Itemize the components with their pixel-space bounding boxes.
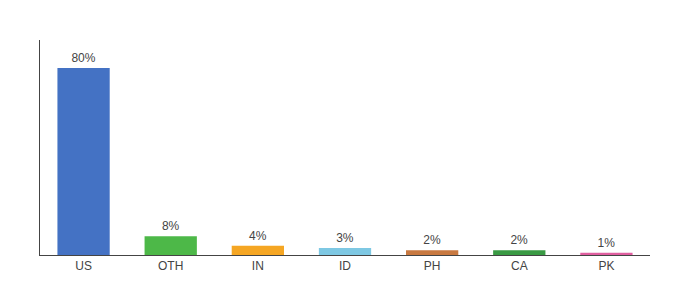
svg-text:ID: ID (339, 259, 351, 273)
svg-text:2%: 2% (510, 233, 528, 247)
svg-text:2%: 2% (423, 233, 441, 247)
svg-text:80%: 80% (71, 51, 95, 65)
svg-text:8%: 8% (162, 219, 180, 233)
svg-text:3%: 3% (336, 231, 354, 245)
svg-text:PK: PK (598, 259, 614, 273)
svg-text:OTH: OTH (158, 259, 183, 273)
svg-text:IN: IN (252, 259, 264, 273)
svg-text:US: US (75, 259, 92, 273)
svg-text:CA: CA (511, 259, 528, 273)
svg-text:4%: 4% (249, 229, 267, 243)
svg-text:PH: PH (424, 259, 441, 273)
svg-text:1%: 1% (598, 236, 616, 250)
